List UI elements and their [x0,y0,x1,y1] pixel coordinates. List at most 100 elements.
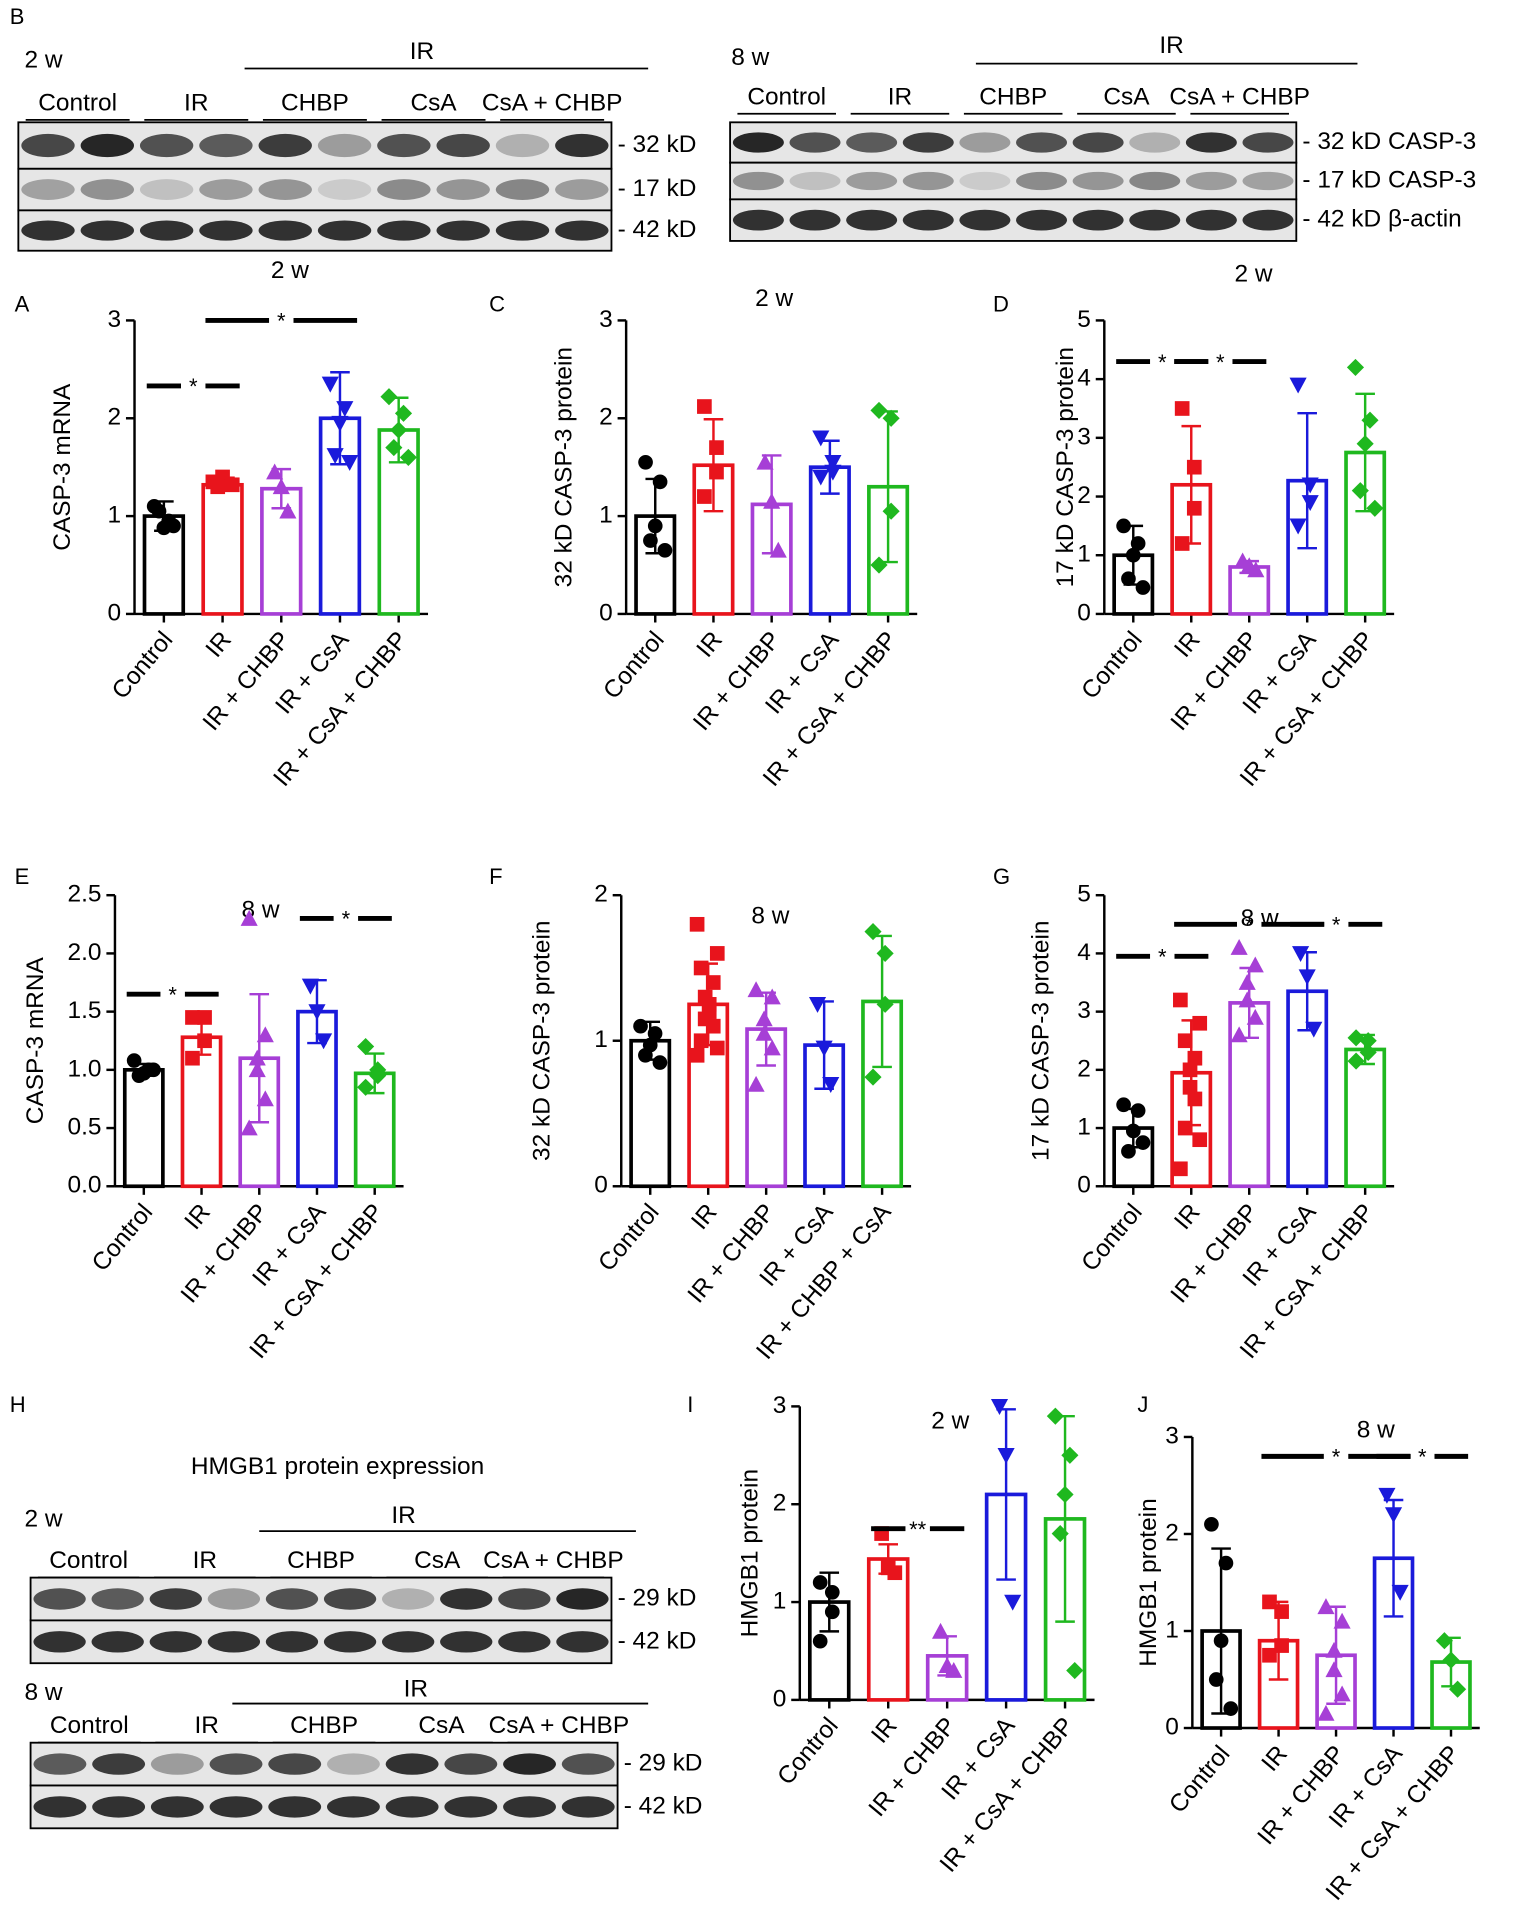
blot-band [139,179,194,200]
significance-label: * [1418,1445,1427,1470]
panel-letter: G [993,864,1010,889]
data-point [126,1053,142,1068]
y-tick-label: 2 [1077,482,1091,509]
data-point [1301,477,1319,494]
data-point [1449,1680,1467,1698]
data-point [1056,1485,1074,1504]
blot-band [444,1753,498,1775]
blot-strip [17,167,613,212]
blot-band [323,1631,377,1653]
blot-band [1072,171,1124,191]
blot-band [503,1753,556,1775]
blot-band [317,220,372,241]
blot-band [258,179,312,200]
chart-title: 8 w [751,903,789,930]
data-point [240,1119,258,1136]
data-point [1173,1161,1188,1177]
blot-band [1242,171,1294,191]
blot-band [440,1631,493,1653]
data-point [1301,495,1319,511]
data-point [1177,1120,1193,1136]
data-point [709,464,724,480]
blot-band [199,179,253,200]
data-point [864,1068,882,1086]
blot-band [265,1631,319,1653]
y-axis-label: 32 kD CASP-3 protein [528,921,555,1161]
y-tick-label: 1 [1077,1114,1091,1141]
data-point [240,909,258,926]
data-point [1274,1638,1289,1653]
y-tick-label: 0 [594,1172,608,1199]
y-axis-label: 17 kD CASP-3 protein [1027,921,1054,1161]
blot-band [1129,132,1181,153]
y-tick-label: 4 [1077,939,1091,966]
data-point [824,1584,840,1600]
data-point [266,463,284,480]
x-tick-label: Control [1164,1741,1235,1819]
data-point [697,399,712,414]
data-point [824,1604,840,1620]
data-point [1333,1612,1351,1629]
blot-band [21,133,75,158]
data-point [1186,500,1202,516]
y-tick-label: 0 [1077,1172,1091,1199]
data-point [990,1399,1009,1415]
data-point [1125,547,1141,563]
data-point [166,518,181,534]
data-point [709,946,725,961]
data-point [1230,1026,1248,1043]
blot-band [495,133,550,158]
x-tick-label: IR [201,627,237,663]
panel-letter: D [993,292,1009,317]
data-point [1177,1033,1193,1049]
x-tick-label: Control [87,1199,158,1277]
blot-band [789,171,841,191]
data-point [1187,1091,1203,1107]
data-point [248,1061,266,1078]
blot-band [902,132,954,153]
y-tick-label: 5 [1077,881,1091,908]
bar [201,482,244,616]
panel-letter: F [489,864,502,889]
x-tick-label: Control [1076,1199,1147,1277]
data-point [315,1033,333,1050]
blot-band [150,1796,204,1818]
blot-group: IR [410,38,434,65]
blot-band [209,1796,263,1818]
lane-label: CsA + CHBP [489,1712,630,1739]
data-point [870,401,888,419]
blot-band [498,1588,551,1610]
lane-label: CsA [418,1712,465,1739]
data-point [1182,1079,1198,1095]
blot-band [91,1631,144,1653]
blot-band [80,220,135,241]
blot-band [91,1588,144,1610]
x-tick-label: Control [107,627,178,705]
data-point [1186,459,1202,475]
blot-band [1242,132,1294,153]
y-tick-label: 0 [599,599,613,626]
data-point [1317,1598,1335,1615]
blot-band [327,1753,380,1775]
blot-band [789,132,841,153]
lane-label: CsA + CHBP [482,89,623,116]
bar [866,1557,910,1702]
data-point [1192,1132,1208,1148]
blot-band [33,1753,87,1775]
blot-band [150,1753,204,1775]
blot-band [139,133,194,158]
blot-band [199,133,253,158]
data-point [185,1050,200,1066]
data-point [1218,1555,1234,1571]
data-point [380,388,398,406]
blot-band [902,171,954,191]
data-point [1347,1052,1365,1070]
significance-label: * [189,374,198,399]
data-point [1223,1701,1239,1716]
blot-band [265,1588,319,1610]
data-point [689,1047,705,1063]
blot-marker: - 42 kD [624,1792,703,1819]
data-point [755,1024,773,1041]
lane-label: CHBP [281,89,349,116]
data-point [1187,1050,1203,1066]
